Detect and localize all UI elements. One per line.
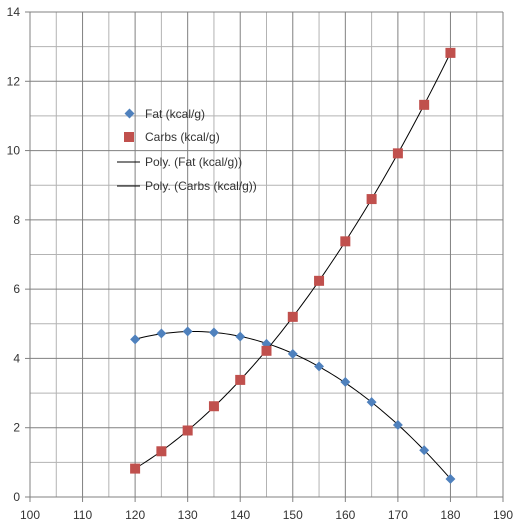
fat-point: [156, 328, 167, 339]
legend-entry-carbs: Carbs (kcal/g): [124, 130, 220, 144]
fat-point: [340, 377, 351, 387]
fat-point: [366, 397, 377, 408]
data-markers: [130, 47, 456, 484]
x-tick-label: 100: [20, 508, 40, 522]
fat-point: [182, 326, 193, 337]
carbs-point: [208, 401, 219, 412]
carbs-point: [287, 311, 298, 322]
legend: Fat (kcal/g) Carbs (kcal/g) Poly. (Fat (…: [117, 107, 257, 193]
carbs-point: [261, 345, 272, 356]
legend-carbs-marker: [124, 132, 134, 142]
fat-point: [130, 334, 141, 345]
legend-carbs-label: Carbs (kcal/g): [145, 130, 220, 144]
fat-point: [235, 331, 246, 342]
fat-point: [392, 419, 403, 430]
y-tick-label: 2: [13, 421, 20, 435]
x-tick-label: 120: [125, 508, 145, 522]
carbs-point: [130, 463, 141, 474]
grid-major: [30, 11, 504, 497]
x-tick-label: 190: [493, 508, 513, 522]
x-tick-label: 150: [283, 508, 303, 522]
y-tick-label: 12: [7, 74, 21, 88]
carbs-point: [392, 148, 403, 159]
fat-point: [419, 445, 430, 456]
carbs-point: [182, 425, 193, 436]
fat-point: [314, 361, 325, 372]
y-tick-label: 8: [13, 213, 20, 227]
grid-minor: [30, 12, 503, 497]
carbs-point: [235, 374, 246, 385]
axes: [25, 11, 504, 502]
y-tick-label: 0: [13, 490, 20, 504]
y-tick-label: 14: [7, 5, 21, 19]
fat-point: [208, 327, 219, 338]
legend-entry-poly-carbs: Poly. (Carbs (kcal/g)): [117, 179, 257, 193]
legend-poly-fat-label: Poly. (Fat (kcal/g)): [145, 155, 242, 169]
legend-entry-fat: Fat (kcal/g): [124, 107, 205, 121]
y-tick-label: 4: [13, 351, 20, 365]
legend-entry-poly-fat: Poly. (Fat (kcal/g)): [117, 155, 242, 169]
x-tick-label: 110: [73, 508, 92, 522]
carbs-point: [366, 194, 377, 205]
carbs-point: [156, 446, 167, 457]
y-tick-labels: 0 2 4 6 8 10 12 14: [7, 5, 21, 504]
legend-fat-label: Fat (kcal/g): [145, 107, 205, 121]
legend-fat-marker: [124, 108, 135, 119]
carbs-point: [314, 275, 325, 286]
x-tick-label: 180: [440, 508, 460, 522]
x-tick-labels: 100 110 120 130 140 150 160 170 180 190: [20, 508, 513, 522]
fat-point: [287, 348, 298, 359]
fat-point: [445, 474, 456, 484]
x-tick-label: 160: [335, 508, 355, 522]
y-tick-label: 6: [13, 282, 20, 296]
legend-poly-carbs-label: Poly. (Carbs (kcal/g)): [145, 179, 257, 193]
y-tick-label: 10: [7, 144, 21, 158]
carbs-point: [419, 99, 430, 110]
x-tick-label: 140: [230, 508, 250, 522]
carbs-point: [340, 236, 351, 247]
x-tick-label: 170: [388, 508, 408, 522]
carbs-point: [445, 47, 456, 58]
x-tick-label: 130: [178, 508, 198, 522]
